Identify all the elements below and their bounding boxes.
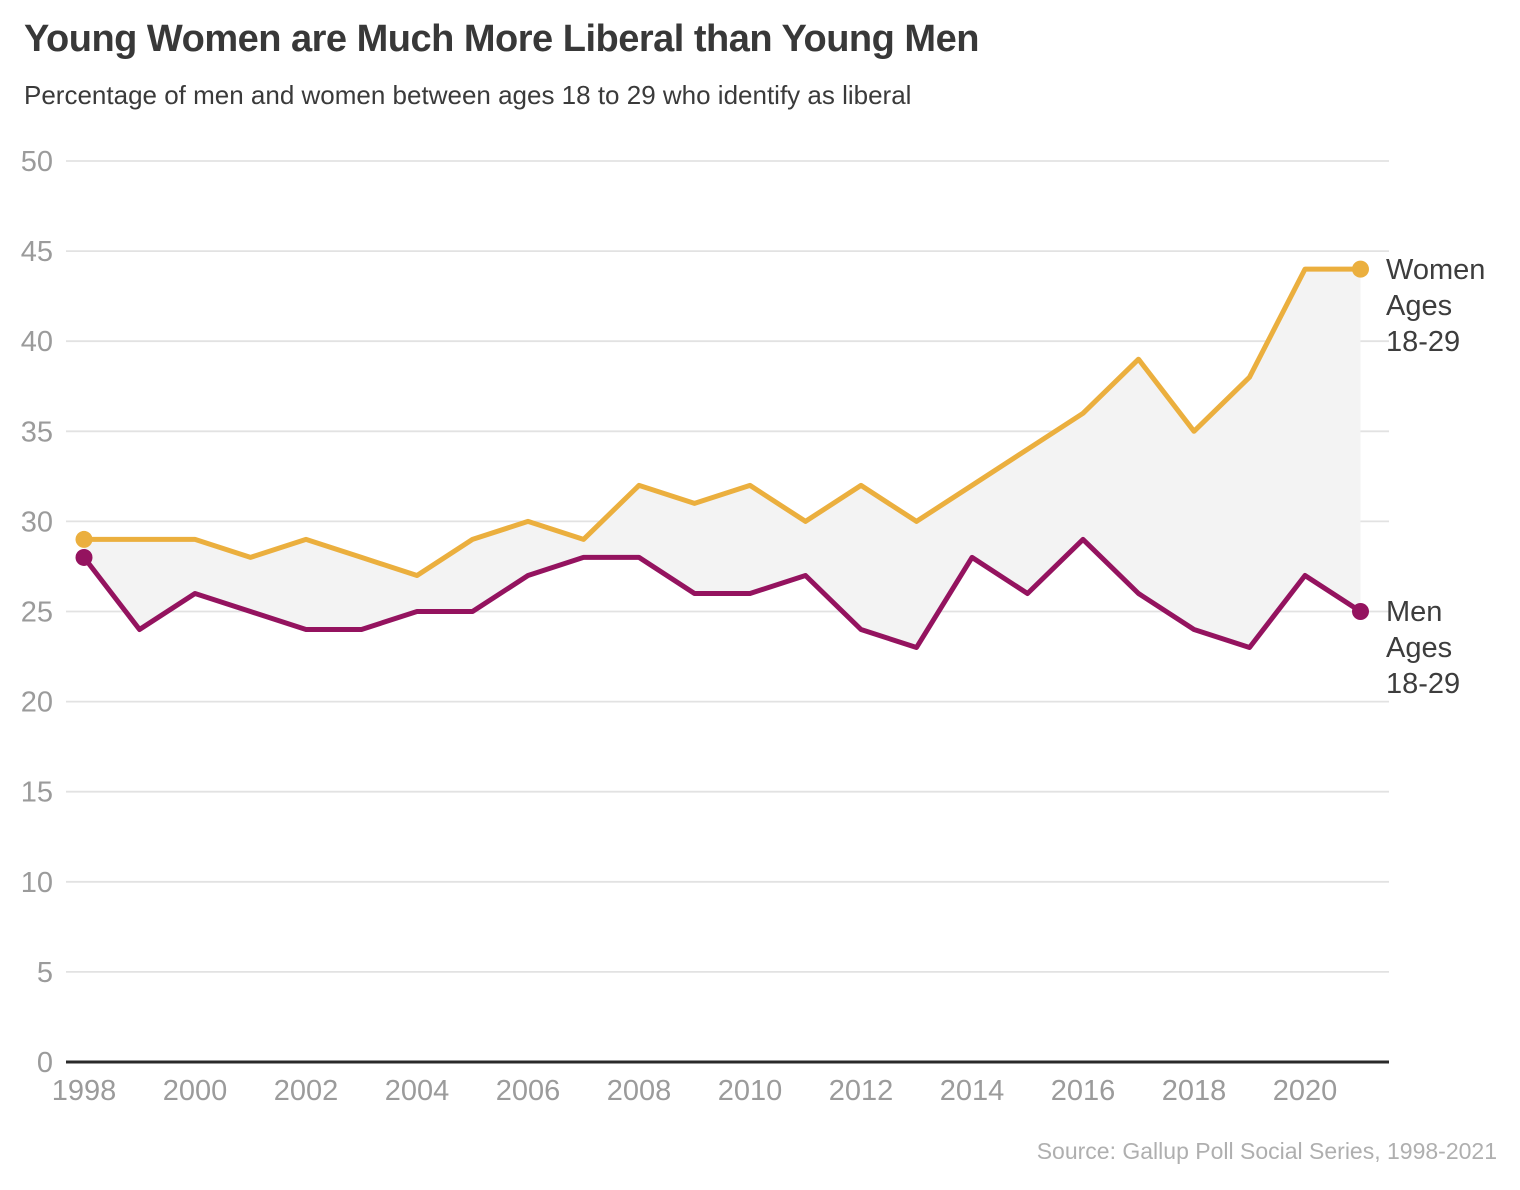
series-label-men: Men Ages 18-29	[1386, 596, 1461, 700]
y-tick-label: 50	[21, 146, 53, 178]
x-tick-label: 2020	[1273, 1075, 1338, 1107]
chart-subtitle: Percentage of men and women between ages…	[24, 80, 912, 110]
y-tick-label: 25	[21, 597, 53, 629]
x-tick-label: 2002	[274, 1075, 339, 1107]
series-label-women: Women Ages 18-29	[1386, 254, 1486, 358]
men-start-dot	[75, 548, 93, 566]
x-tick-label: 2016	[1051, 1075, 1116, 1107]
y-tick-label: 15	[21, 777, 53, 809]
x-tick-label: 2014	[940, 1075, 1005, 1107]
women-end-dot	[1352, 260, 1369, 278]
men-end-dot	[1352, 603, 1369, 620]
men-line	[81, 536, 1363, 650]
y-tick-label: 35	[21, 416, 53, 448]
y-tick-label: 5	[37, 957, 53, 989]
x-tick-label: 2012	[829, 1075, 894, 1107]
y-tick-label: 40	[21, 326, 53, 358]
gap-band-fill	[84, 269, 1361, 648]
x-tick-label: 2000	[163, 1075, 228, 1107]
x-tick-label: 2008	[607, 1075, 672, 1107]
y-tick-label: 20	[21, 687, 53, 719]
chart-title: Young Women are Much More Liberal than Y…	[24, 18, 979, 60]
y-tick-label: 45	[21, 236, 53, 268]
y-tick-label: 30	[21, 506, 53, 538]
source-note: Source: Gallup Poll Social Series, 1998-…	[1036, 1138, 1497, 1164]
x-tick-label: 2018	[1162, 1075, 1227, 1107]
y-tick-label: 0	[37, 1047, 53, 1079]
x-tick-label: 2004	[385, 1075, 450, 1107]
x-tick-label: 2010	[718, 1075, 783, 1107]
women-line	[81, 266, 1363, 578]
women-start-dot	[75, 530, 93, 548]
y-tick-label: 10	[21, 867, 53, 899]
x-tick-label: 2006	[496, 1075, 561, 1107]
x-tick-label: 1998	[52, 1075, 117, 1107]
